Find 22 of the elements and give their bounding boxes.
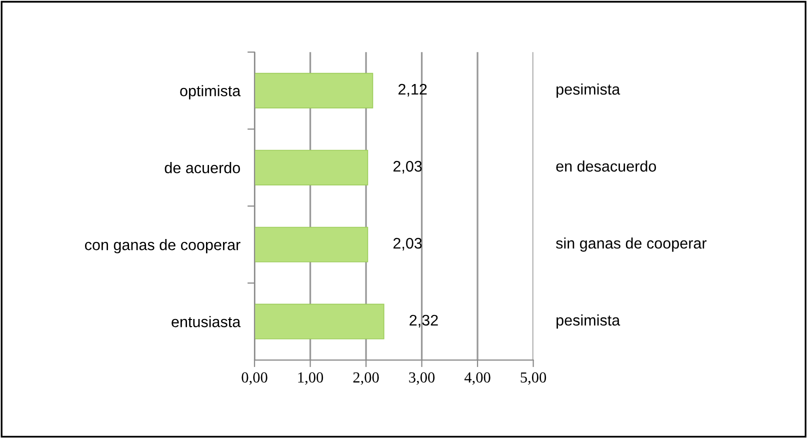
y-tick-label: con ganas de cooperar <box>85 239 240 254</box>
x-tick-label: 3,00 <box>409 372 435 385</box>
text: sin ganas de cooperar <box>556 237 707 252</box>
y-tick-label: entusiasta <box>172 316 241 328</box>
x-tick-label: 0,00 <box>242 372 268 385</box>
y-tick-label: optimista <box>180 85 241 100</box>
bar <box>254 226 368 262</box>
bar <box>254 150 368 186</box>
text: en desacuerdo <box>556 160 656 172</box>
x-tick-label: 1,00 <box>298 372 324 385</box>
bar <box>254 72 374 108</box>
bar <box>254 304 384 340</box>
text: pesimista <box>556 314 620 329</box>
data-label: 2,03 <box>393 238 422 250</box>
y-tick-label: de acuerdo <box>164 162 240 174</box>
data-label: 2,12 <box>398 84 427 97</box>
x-tick-label: 4,00 <box>464 372 490 385</box>
data-label: 2,03 <box>393 160 422 174</box>
data-label: 2,32 <box>410 314 438 328</box>
x-tick-label: 5,00 <box>520 372 546 385</box>
x-tick-label: 2,00 <box>353 372 379 385</box>
text: pesimista <box>556 83 620 98</box>
